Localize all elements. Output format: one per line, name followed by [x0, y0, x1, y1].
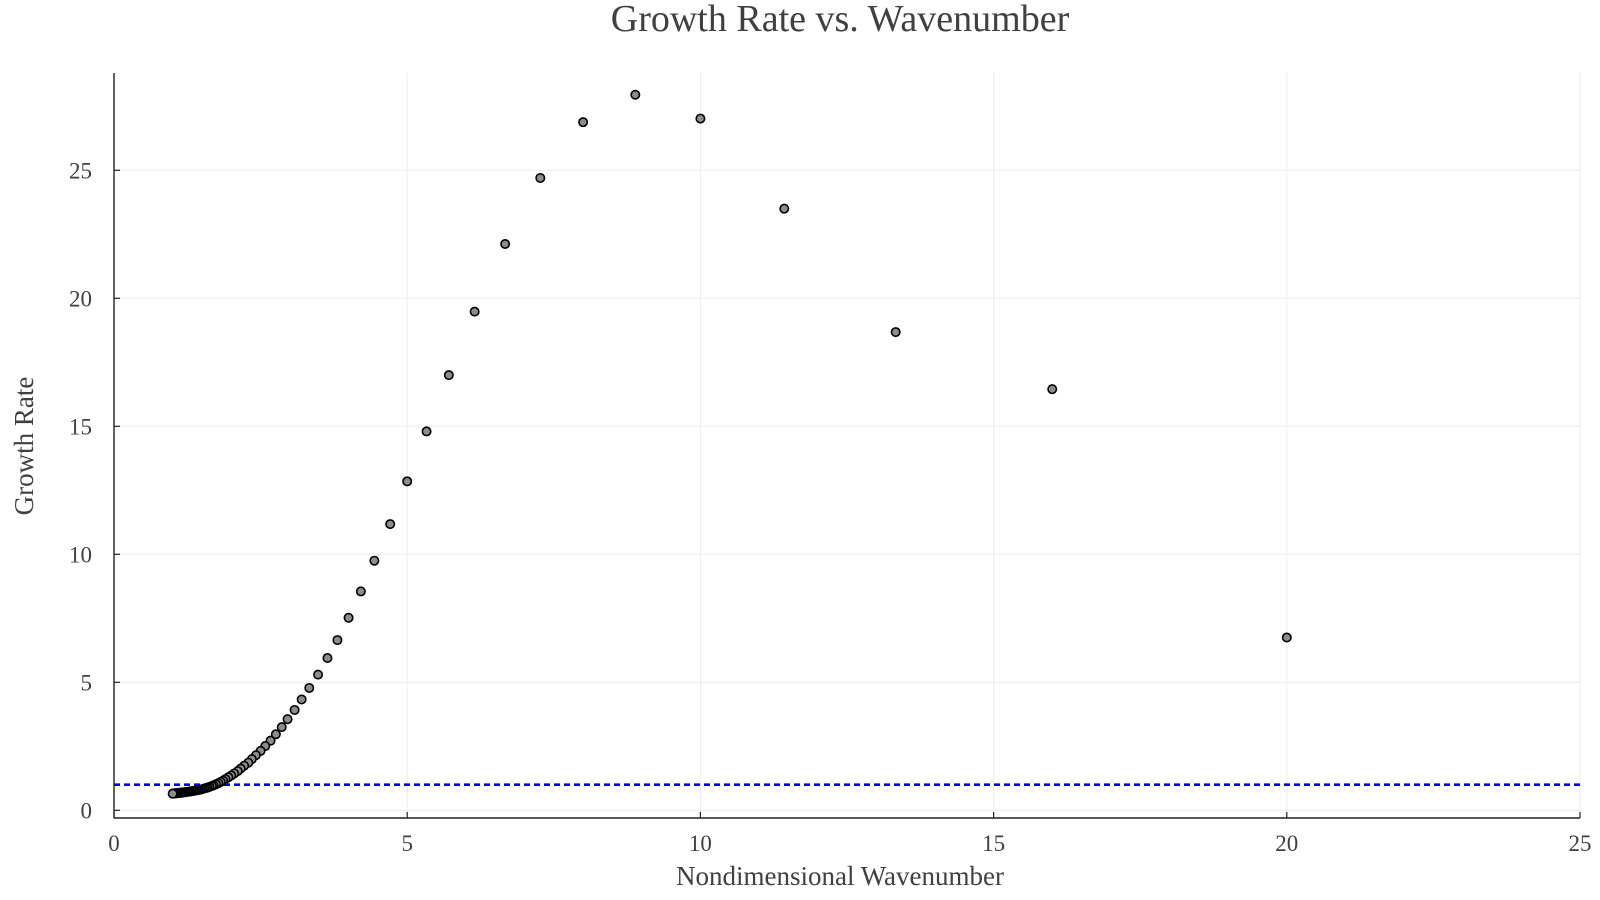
axes	[113, 73, 1581, 819]
x-tick-label-5: 5	[401, 831, 413, 856]
data-point	[421, 426, 432, 437]
data-point	[890, 327, 901, 338]
data-point	[1047, 384, 1058, 395]
x-tick-label-20: 20	[1275, 831, 1298, 856]
grid-lines	[114, 73, 1581, 818]
data-point	[282, 714, 293, 725]
y-tick-label-10: 10	[69, 542, 92, 567]
x-tick-label-0: 0	[108, 831, 120, 856]
y-tick-label-15: 15	[69, 414, 92, 439]
y-tick-label-0: 0	[81, 798, 93, 823]
data-point	[296, 694, 307, 705]
y-axis-label: Growth Rate	[9, 377, 39, 516]
data-point	[1281, 632, 1292, 643]
data-point	[355, 586, 366, 597]
data-point	[500, 239, 511, 250]
chart-title: Growth Rate vs. Wavenumber	[611, 0, 1070, 40]
x-tick-label-25: 25	[1569, 831, 1592, 856]
data-point	[332, 635, 343, 646]
data-point	[343, 612, 354, 623]
data-point	[369, 555, 380, 566]
data-point	[779, 203, 790, 214]
data-point	[535, 172, 546, 183]
tick-labels: 0 5 10 15 20 25 0 5 10 15 20 25	[69, 158, 1592, 856]
data-points	[167, 89, 1292, 799]
data-point	[695, 113, 706, 124]
data-point	[385, 519, 396, 530]
data-point	[276, 722, 287, 733]
data-point	[578, 117, 589, 128]
data-point	[289, 704, 300, 715]
data-point	[270, 729, 281, 740]
data-point	[402, 476, 413, 487]
y-tick-label-5: 5	[81, 670, 93, 695]
x-tick-label-15: 15	[982, 831, 1005, 856]
data-point	[322, 652, 333, 663]
data-point	[313, 669, 324, 680]
data-point	[304, 682, 315, 693]
data-point	[167, 788, 178, 799]
data-point	[469, 306, 480, 317]
y-tick-label-20: 20	[69, 286, 92, 311]
data-point	[443, 370, 454, 381]
data-point	[630, 89, 641, 100]
x-tick-label-10: 10	[689, 831, 712, 856]
y-tick-label-25: 25	[69, 158, 92, 183]
x-axis-label: Nondimensional Wavenumber	[676, 861, 1004, 891]
